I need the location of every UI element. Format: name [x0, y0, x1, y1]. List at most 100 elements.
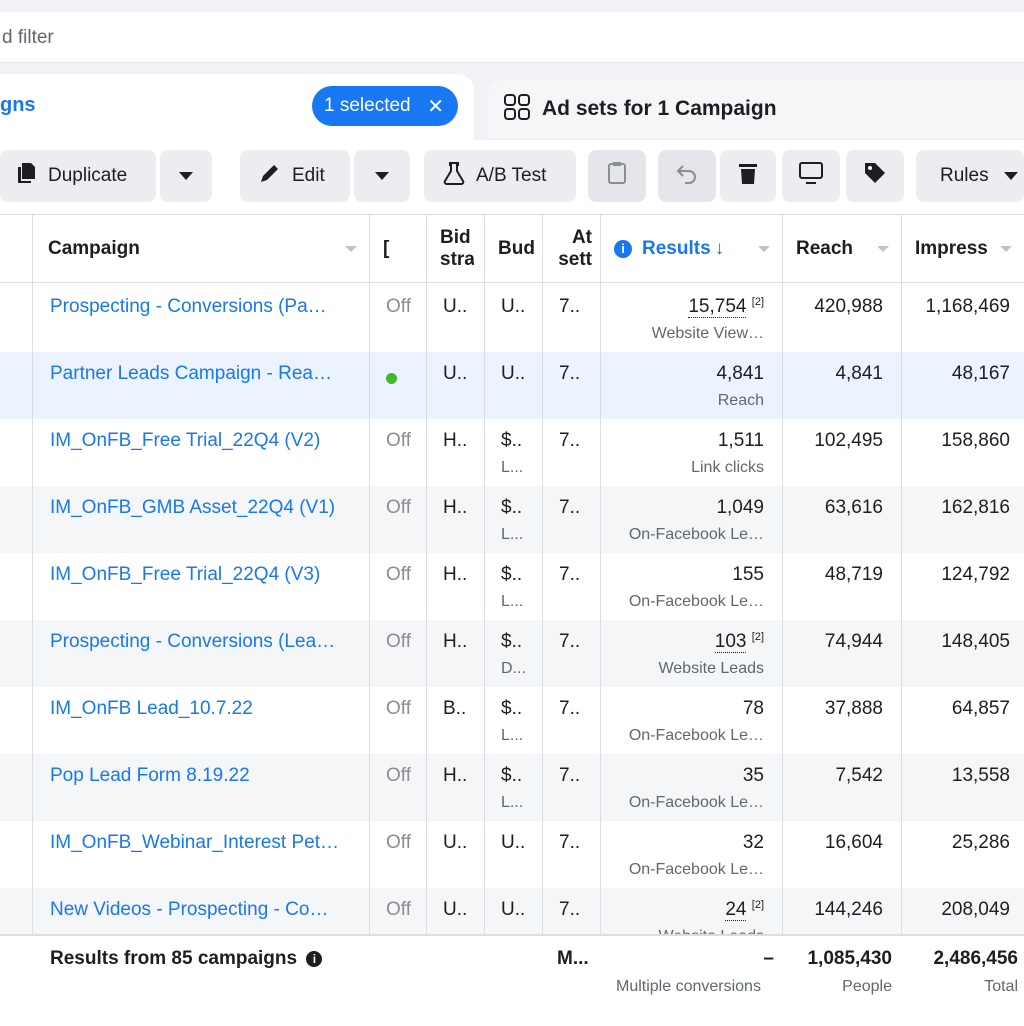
campaign-name-link[interactable]: IM_OnFB Lead_10.7.22 — [50, 698, 253, 719]
results-value: 15,754 — [688, 296, 747, 319]
trash-icon — [737, 161, 759, 191]
budget-cell: $.. — [501, 497, 523, 518]
header-budget[interactable]: Bud — [484, 215, 542, 283]
results-type: On-Facebook Le… — [628, 593, 764, 610]
table-row[interactable]: IM_OnFB_Free Trial_22Q4 (V3) Off H.. $.. L..… — [0, 553, 1024, 620]
campaign-name-link[interactable]: Prospecting - Conversions (Pa… — [50, 296, 327, 317]
summary-impressions: 2,486,456 — [933, 948, 1018, 969]
results-value: 155 — [732, 564, 764, 585]
impressions-cell: 64,857 — [951, 698, 1010, 719]
header-bid-strategy[interactable]: Bid stra — [426, 215, 484, 283]
attribution-cell: 7.. — [559, 564, 581, 585]
campaign-name-link[interactable]: IM_OnFB_Free Trial_22Q4 (V3) — [50, 564, 321, 585]
header-reach[interactable]: Reach — [782, 215, 901, 283]
preview-button[interactable] — [782, 150, 840, 202]
results-value: 35 — [742, 765, 764, 786]
summary-reach: 1,085,430 — [807, 948, 892, 969]
edit-label: Edit — [292, 165, 325, 186]
header-bid-label: Bid stra — [440, 226, 474, 270]
reach-cell: 420,988 — [814, 296, 883, 317]
column-divider — [901, 215, 902, 1025]
table-row[interactable]: IM_OnFB_Free Trial_22Q4 (V2) Off H.. $.. L..… — [0, 419, 1024, 486]
duplicate-icon — [14, 161, 38, 191]
results-cell: 78 — [743, 698, 764, 720]
table-row[interactable]: IM_OnFB_GMB Asset_22Q4 (V1) Off H.. $.. L...… — [0, 486, 1024, 553]
search-filter-input[interactable] — [0, 22, 604, 54]
campaign-name-link[interactable]: IM_OnFB_Free Trial_22Q4 (V2) — [50, 430, 321, 451]
reach-cell: 4,841 — [835, 363, 883, 384]
budget-cell: $.. — [501, 698, 523, 719]
budget-cell: $.. — [501, 631, 523, 652]
table-row[interactable]: IM_OnFB_Webinar_Interest Pet… Off U.. U.. 7.… — [0, 821, 1024, 888]
impressions-cell: 162,816 — [941, 497, 1010, 518]
summary-attribution: M... — [557, 948, 589, 969]
table-row[interactable]: Pop Lead Form 8.19.22 Off H.. $.. L... 7.. 35 O… — [0, 754, 1024, 821]
filter-bar — [0, 12, 1024, 63]
reach-cell: 63,616 — [824, 497, 883, 518]
results-cell: 35 — [743, 765, 764, 787]
clear-selection-icon[interactable]: ✕ — [427, 96, 444, 118]
results-type: Link clicks — [691, 459, 764, 476]
column-divider — [369, 215, 370, 1025]
undo-button[interactable] — [658, 150, 716, 202]
bid-strategy-cell: H.. — [443, 564, 468, 585]
results-type: On-Facebook Le… — [628, 526, 764, 543]
ab-test-label: A/B Test — [476, 165, 547, 186]
campaign-name-link[interactable]: New Videos - Prospecting - Co… — [50, 899, 329, 920]
bid-strategy-cell: B.. — [443, 698, 467, 719]
results-type: Website Leads — [658, 660, 764, 677]
active-status-dot — [386, 373, 397, 384]
header-delivery[interactable]: [ — [369, 215, 426, 283]
delivery-status: Off — [386, 899, 411, 920]
impressions-cell: 208,049 — [941, 899, 1010, 920]
ab-test-button[interactable]: A/B Test — [424, 150, 576, 202]
table-row[interactable]: Prospecting - Conversions (Lea… Off H.. $..… — [0, 620, 1024, 687]
column-divider — [32, 215, 33, 1025]
header-results[interactable]: i Results ↓ — [600, 215, 782, 283]
campaign-name-link[interactable]: IM_OnFB_GMB Asset_22Q4 (V1) — [50, 497, 336, 518]
results-cell: 103 [2] — [714, 631, 764, 654]
clipboard-button[interactable] — [588, 150, 646, 202]
budget-cell: U.. — [501, 832, 526, 853]
edit-button[interactable]: Edit — [240, 150, 350, 202]
results-cell: 24 [2] — [725, 899, 764, 922]
delivery-status: Off — [386, 631, 411, 652]
delivery-status: Off — [386, 430, 411, 451]
table-row[interactable]: Prospecting - Conversions (Pa… Off U.. U.. 7… — [0, 285, 1024, 352]
rules-button[interactable]: Rules — [916, 150, 1024, 202]
results-cell: 155 — [732, 564, 764, 586]
campaign-name-link[interactable]: Prospecting - Conversions (Lea… — [50, 631, 336, 652]
edit-dropdown-button[interactable] — [354, 150, 410, 202]
header-campaign[interactable]: Campaign — [32, 215, 369, 283]
sort-descending-icon: ↓ — [714, 237, 725, 259]
delete-button[interactable] — [720, 150, 776, 202]
chevron-down-icon — [178, 165, 194, 187]
tab-campaigns[interactable]: gns 1 selected ✕ — [0, 74, 474, 140]
header-impressions[interactable]: Impress — [901, 215, 1024, 283]
delivery-status: Off — [386, 832, 411, 853]
tag-button[interactable] — [846, 150, 904, 202]
attribution-cell: 7.. — [559, 899, 581, 920]
tab-ad-sets[interactable]: Ad sets for 1 Campaign — [488, 80, 1024, 138]
table-row[interactable]: Partner Leads Campaign - Rea… U.. U.. 7.. 4,… — [0, 352, 1024, 419]
duplicate-button[interactable]: Duplicate — [0, 150, 156, 202]
results-type: On-Facebook Le… — [628, 861, 764, 878]
header-attribution[interactable]: At sett — [542, 215, 600, 283]
sort-triangle-icon — [345, 246, 357, 252]
reach-cell: 7,542 — [835, 765, 883, 786]
delivery-status: Off — [386, 564, 411, 585]
campaign-name-link[interactable]: Pop Lead Form 8.19.22 — [50, 765, 250, 786]
campaign-name-link[interactable]: Partner Leads Campaign - Rea… — [50, 363, 332, 384]
selected-count-pill[interactable]: 1 selected ✕ — [312, 86, 458, 126]
reach-cell: 16,604 — [824, 832, 883, 853]
results-value: 103 — [714, 631, 747, 654]
chevron-down-icon — [374, 165, 390, 187]
header-results-label: Results — [642, 237, 711, 259]
duplicate-dropdown-button[interactable] — [160, 150, 212, 202]
info-icon[interactable]: i — [306, 951, 323, 967]
header-checkbox-col — [0, 215, 32, 283]
header-impressions-label: Impress — [915, 237, 988, 259]
attribution-cell: 7.. — [559, 631, 581, 652]
campaign-name-link[interactable]: IM_OnFB_Webinar_Interest Pet… — [50, 832, 339, 853]
table-row[interactable]: IM_OnFB Lead_10.7.22 Off B.. $.. L... 7.. 78 On… — [0, 687, 1024, 754]
